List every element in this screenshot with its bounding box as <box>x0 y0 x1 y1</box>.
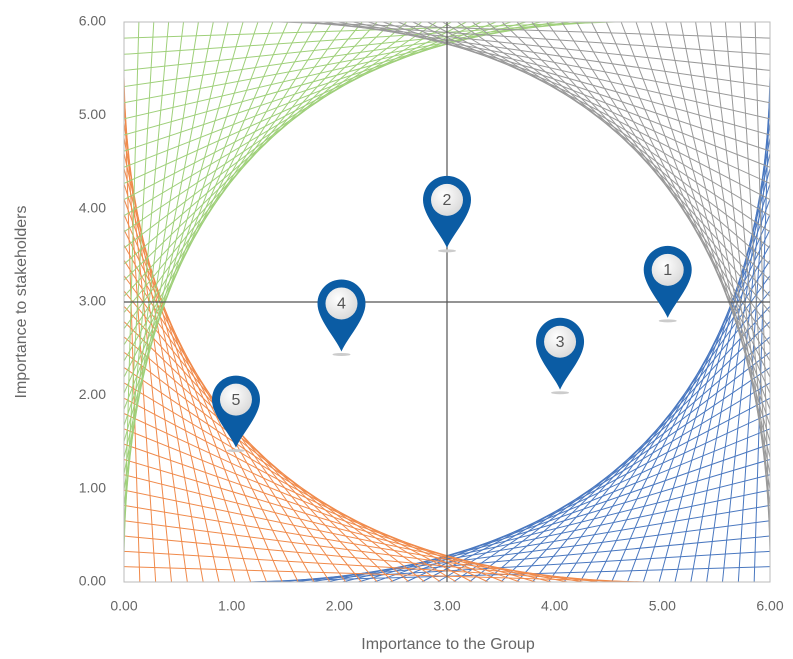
y-tick-label: 2.00 <box>79 386 106 402</box>
pin-label: 4 <box>337 296 346 313</box>
y-tick-label: 1.00 <box>79 479 106 495</box>
pin-label: 2 <box>443 192 452 209</box>
pin: 1 <box>644 246 692 323</box>
pin-shadow <box>438 249 456 252</box>
pin: 4 <box>317 279 365 356</box>
string-line <box>124 22 198 490</box>
chart: Importance to the Group Importance to st… <box>0 0 793 659</box>
pin-label: 5 <box>232 392 241 409</box>
string-line <box>725 22 770 522</box>
x-tick-label: 4.00 <box>541 598 568 614</box>
pin-shadow <box>332 353 350 356</box>
string-line <box>124 322 393 582</box>
x-tick-label: 1.00 <box>218 598 245 614</box>
string-line <box>517 22 770 296</box>
y-tick-label: 6.00 <box>79 13 106 29</box>
string-line <box>696 22 770 490</box>
y-tick-label: 3.00 <box>79 293 106 309</box>
pin-label: 1 <box>663 262 672 279</box>
y-tick-label: 5.00 <box>79 106 106 122</box>
x-axis-title: Importance to the Group <box>361 636 535 653</box>
x-tick-label: 0.00 <box>110 598 137 614</box>
string-line <box>124 22 347 329</box>
pin-label: 3 <box>556 334 565 351</box>
string-line <box>501 322 770 582</box>
x-tick-label: 5.00 <box>649 598 676 614</box>
string-line <box>124 291 362 582</box>
pin-shadow <box>659 319 677 322</box>
y-axis-title: Importance to stakeholders <box>13 206 30 399</box>
x-tick-label: 6.00 <box>756 598 783 614</box>
string-line <box>124 22 377 296</box>
pin: 5 <box>212 376 260 452</box>
string-line <box>124 22 169 522</box>
pin-shadow <box>227 449 245 452</box>
x-tick-label: 2.00 <box>326 598 353 614</box>
pin: 3 <box>536 318 584 395</box>
x-tick-label: 3.00 <box>433 598 460 614</box>
pin: 2 <box>423 176 471 253</box>
y-tick-label: 4.00 <box>79 199 106 215</box>
pin-shadow <box>551 391 569 394</box>
y-tick-label: 0.00 <box>79 573 106 589</box>
